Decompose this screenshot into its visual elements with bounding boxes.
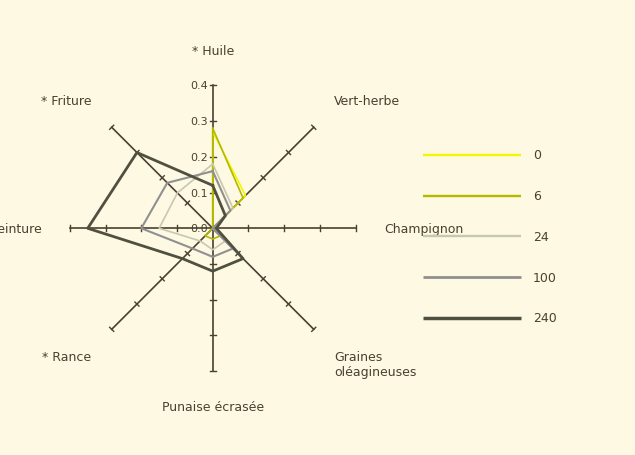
Text: Graines
oléagineuses: Graines oléagineuses [334, 350, 417, 378]
Text: Punaise écrasée: Punaise écrasée [162, 400, 264, 413]
Text: 0.3: 0.3 [190, 117, 208, 127]
Text: 240: 240 [533, 312, 557, 324]
Text: * Peinture: * Peinture [0, 222, 41, 235]
Text: * Friture: * Friture [41, 95, 91, 108]
Text: 0: 0 [533, 149, 541, 162]
Text: * Rance: * Rance [43, 350, 91, 363]
Text: * Huile: * Huile [192, 45, 234, 58]
Text: 100: 100 [533, 271, 557, 284]
Text: 0.4: 0.4 [190, 81, 208, 91]
Text: 24: 24 [533, 230, 549, 243]
Text: 0.1: 0.1 [190, 188, 208, 198]
Text: 6: 6 [533, 190, 541, 203]
Text: Champignon: Champignon [384, 222, 464, 235]
Text: Vert-herbe: Vert-herbe [334, 95, 400, 108]
Text: 0.2: 0.2 [190, 152, 208, 162]
Text: 0.0: 0.0 [190, 224, 208, 234]
